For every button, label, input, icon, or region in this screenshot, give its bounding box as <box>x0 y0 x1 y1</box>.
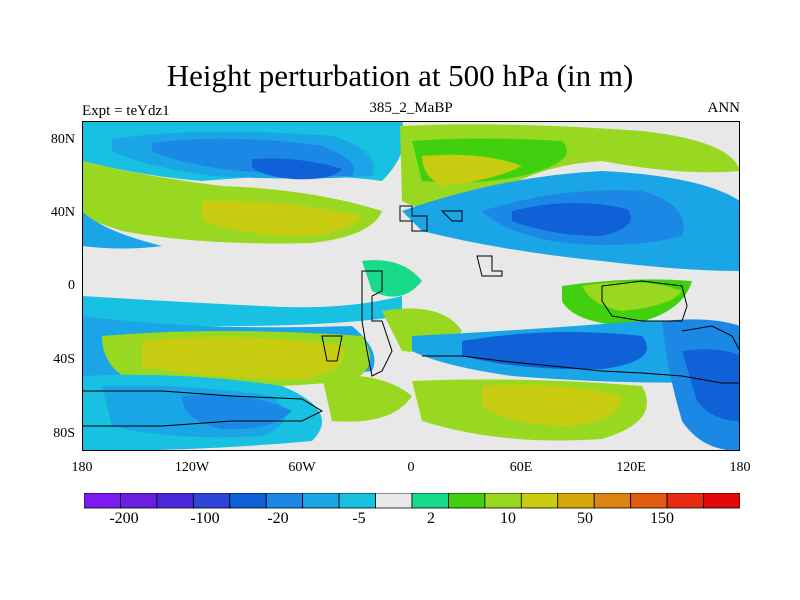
colorbar-swatch <box>593 493 632 509</box>
coastline <box>476 255 503 277</box>
contour-region <box>252 158 342 180</box>
colorbar-swatch <box>520 493 559 509</box>
colorbar-swatch <box>229 493 267 509</box>
colorbar-label: 50 <box>577 510 593 527</box>
x-tick-label: 0 <box>407 460 415 475</box>
coastline <box>82 390 324 427</box>
coastline <box>440 210 463 222</box>
contour-region <box>202 200 362 236</box>
y-tick-label: 80N <box>50 132 75 147</box>
x-tick-label: 120E <box>616 460 646 475</box>
height-perturbation-map <box>82 121 741 451</box>
x-tick-label: 180 <box>71 460 93 475</box>
colorbar-swatch <box>338 493 376 509</box>
x-tick-label: 120W <box>174 460 210 475</box>
y-tick-label: 80S <box>53 426 75 441</box>
x-tick-label: 60W <box>288 460 316 475</box>
colorbar-boxes <box>84 493 740 509</box>
colorbar-swatch <box>375 493 413 509</box>
contour-region <box>462 332 647 370</box>
colorbar-swatch <box>448 493 486 509</box>
contour-region <box>322 375 412 422</box>
colorbar-label: 150 <box>650 510 674 527</box>
x-tick-label: 60E <box>509 460 533 475</box>
coastlines <box>82 205 741 427</box>
colorbar-label: 10 <box>500 510 516 527</box>
coastline <box>681 325 741 352</box>
contour-region <box>682 349 740 421</box>
colorbar-swatch <box>156 493 194 509</box>
colorbar-swatch <box>666 493 704 509</box>
coastline <box>361 270 393 377</box>
y-tick-label: 40N <box>50 205 75 220</box>
x-tick-label: 180 <box>729 460 751 475</box>
y-tick-label: 40S <box>53 352 75 367</box>
y-tick-label: 0 <box>68 278 75 293</box>
contour-region <box>142 337 344 379</box>
colorbar-label: -200 <box>109 510 139 527</box>
colorbar-label: -100 <box>190 510 220 527</box>
colorbar-swatch <box>120 493 158 509</box>
colorbar-swatch <box>703 493 740 509</box>
colorbar-swatch <box>302 493 340 509</box>
period-label: 385_2_MaBP <box>369 100 453 116</box>
colorbar-swatch <box>411 493 449 509</box>
contour-region <box>582 282 682 311</box>
colorbar-swatch <box>192 493 231 509</box>
contour-region <box>512 202 632 236</box>
colorbar-label: 2 <box>427 510 435 527</box>
contour-region <box>82 296 402 326</box>
colorbar-swatch <box>84 493 121 509</box>
coastline <box>321 335 343 362</box>
coastline <box>601 280 688 322</box>
colorbar-swatch <box>630 493 668 509</box>
colorbar-swatch <box>265 493 304 509</box>
colorbar <box>84 493 740 509</box>
contour-region <box>422 154 522 186</box>
experiment-label: Expt = teYdz1 <box>82 103 170 119</box>
map-frame <box>82 121 740 451</box>
colorbar-label: -5 <box>352 510 366 527</box>
contour-fields <box>82 121 740 451</box>
contour-region <box>482 384 622 426</box>
coastline <box>399 205 428 232</box>
colorbar-swatch <box>557 493 595 509</box>
colorbar-swatch <box>484 493 522 509</box>
season-label: ANN <box>707 100 741 116</box>
contour-region <box>82 211 162 249</box>
coastline <box>422 355 740 384</box>
colorbar-label: -20 <box>267 510 289 527</box>
chart-title: Height perturbation at 500 hPa (in m) <box>166 58 634 93</box>
contour-region <box>362 260 422 297</box>
